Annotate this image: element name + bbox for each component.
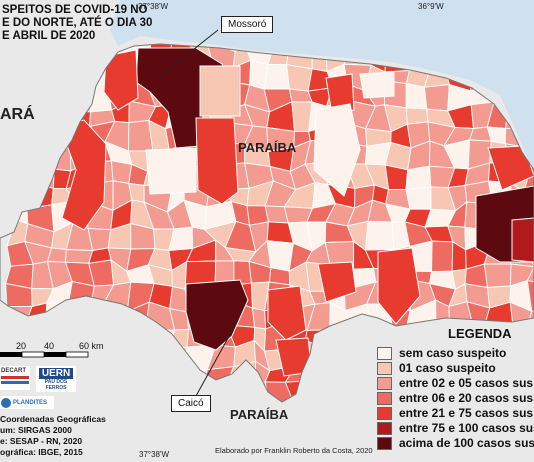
decart-logo: DECART (0, 366, 30, 390)
legend-label: acima de 100 casos sus (399, 436, 534, 450)
municipality-area (64, 249, 94, 264)
municipality-area (511, 217, 534, 263)
legend-swatch (377, 346, 392, 360)
municipality-area (103, 49, 139, 111)
plandites-logo-text: PLANDITES (13, 399, 48, 406)
municipality-area (325, 73, 355, 115)
scale-label: 40 (44, 341, 55, 351)
scale-bar (0, 351, 89, 358)
municipality-area (286, 64, 313, 92)
legend-title: LEGENDA (448, 326, 512, 341)
legend-label: sem caso suspeito (399, 346, 507, 360)
decart-logo-text: DECART (1, 368, 26, 374)
municipality-area (59, 119, 107, 231)
uern-logo-text: UERN (39, 368, 73, 379)
callout-leaders (159, 29, 239, 397)
municipality-area (359, 71, 395, 99)
metadata-line: ográfica: IBGE, 2015 (0, 447, 83, 457)
municipality-area (487, 145, 534, 191)
municipality-area (405, 107, 429, 125)
metadata-line: Coordenadas Geográficas (0, 414, 106, 424)
map-credit: Elaborado por Franklin Roberto da Costa,… (215, 446, 373, 455)
municipality-area (263, 63, 290, 90)
municipality-area (313, 103, 361, 197)
municipality-area (195, 117, 239, 205)
municipality-area (483, 263, 512, 288)
municipality-area (364, 220, 395, 251)
longitude-label: 37°38'W (139, 450, 170, 459)
legend-swatch (377, 391, 392, 405)
state-outline (0, 43, 534, 403)
municipality-area (317, 261, 357, 303)
legend-label: entre 06 e 20 casos sus (399, 391, 534, 405)
state-label-paraiba: PARAÍBA (238, 140, 297, 155)
legend-swatch (377, 421, 392, 435)
municipality-area (431, 240, 454, 273)
legend-label: 01 caso suspeito (399, 361, 496, 375)
metadata-line: e: SESAP - RN, 2020 (0, 436, 83, 446)
municipality-area (145, 147, 197, 195)
municipality-area (423, 83, 450, 112)
legend-label: entre 75 e 100 casos sus (399, 421, 534, 435)
municipality-area (384, 164, 409, 191)
municipality-area (405, 83, 428, 110)
globe-icon (1, 397, 11, 408)
legend-swatch (377, 376, 392, 390)
state-label-paraiba: PARAÍBA (230, 407, 289, 422)
legend-item: 01 caso suspeito (377, 361, 496, 375)
legend-label: entre 02 e 05 casos sus (399, 376, 534, 390)
municipality-area (251, 307, 267, 330)
legend-item: entre 75 e 100 casos sus (377, 421, 534, 435)
municipality-area (169, 285, 188, 313)
metadata-line: um: SIRGAS 2000 (0, 425, 72, 435)
municipality-area (267, 285, 307, 341)
callout-caico: Caicó (171, 395, 211, 412)
plandites-logo: PLANDITES (0, 396, 54, 409)
map-title: SPEITOS DE COVID-19 NO E DO NORTE, ATÉ O… (2, 4, 153, 43)
scale-label: 20 (16, 341, 27, 351)
legend-item: entre 21 e 75 casos sus (377, 406, 533, 420)
legend-swatch (377, 361, 392, 375)
municipality-area (185, 279, 249, 351)
legend-item: acima de 100 casos sus (377, 436, 534, 450)
municipality-area (405, 186, 432, 210)
title-line: E DO NORTE, ATÉ O DIA 30 (2, 17, 153, 29)
municipality-area (110, 160, 133, 184)
callout-mossoro: Mossoró (221, 16, 274, 33)
uern-logo-sub: PAU DOS FERROS (44, 379, 68, 391)
ocean-area (110, 0, 534, 175)
legend-item: entre 02 e 05 casos sus (377, 376, 533, 390)
legend-swatch (377, 436, 392, 450)
legend-swatch (377, 406, 392, 420)
legend-label: entre 21 e 75 casos sus (399, 406, 534, 420)
municipality-area (87, 227, 112, 252)
legend-item: sem caso suspeito (377, 346, 506, 360)
municipality-area (377, 247, 421, 325)
title-line: SPEITOS DE COVID-19 NO (2, 4, 148, 16)
legend-item: entre 06 e 20 casos sus (377, 391, 533, 405)
title-line: E ABRIL DE 2020 (2, 30, 96, 42)
scale-label: 60 km (79, 341, 104, 351)
longitude-label: 37°38'W (138, 2, 169, 11)
municipality-area (405, 165, 432, 191)
municipality-area (199, 65, 241, 117)
longitude-label: 36°9'W (418, 2, 444, 11)
state-label-ceara: ARÁ (0, 106, 35, 123)
uern-logo: UERN PAU DOS FERROS (36, 366, 76, 392)
